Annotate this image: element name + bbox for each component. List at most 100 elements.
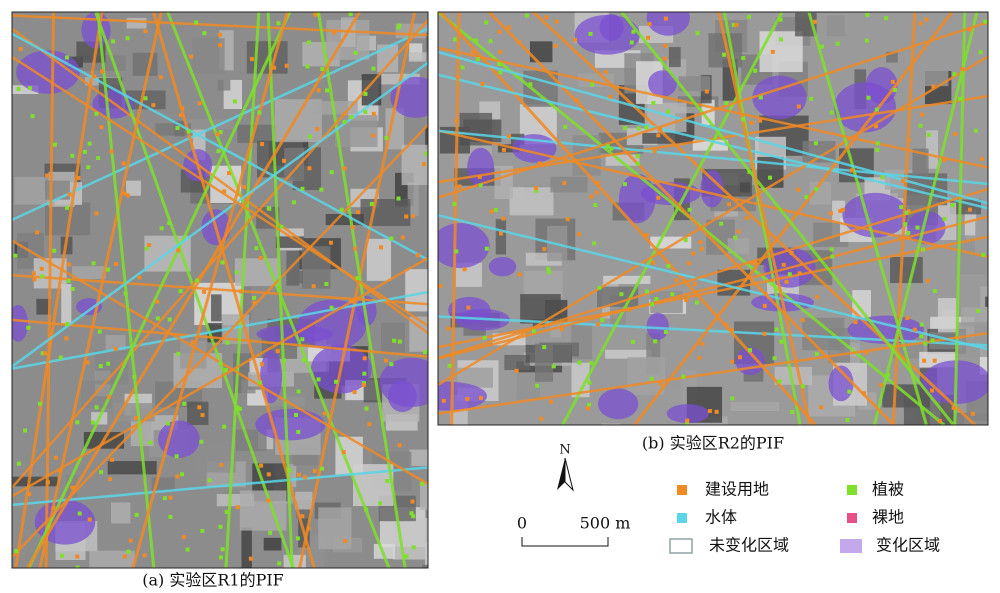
- pixel: [379, 245, 384, 250]
- pixel: [918, 123, 923, 128]
- pixel: [892, 88, 897, 93]
- pixel: [789, 251, 794, 256]
- pixel: [539, 416, 544, 421]
- pixel: [514, 368, 519, 373]
- texture: [424, 542, 428, 566]
- texture: [605, 154, 640, 166]
- pixel: [226, 171, 231, 176]
- pixel: [371, 111, 376, 116]
- pixel: [378, 501, 383, 506]
- change-area: [574, 14, 640, 55]
- pixel: [730, 396, 735, 401]
- pixel: [216, 149, 221, 154]
- legend-swatch: [677, 485, 687, 495]
- pixel: [970, 411, 975, 416]
- pixel: [813, 141, 818, 146]
- legend-label: 未变化区域: [709, 536, 789, 555]
- texture: [677, 96, 719, 107]
- pixel: [108, 477, 113, 482]
- pixel: [763, 292, 768, 297]
- texture: [774, 366, 812, 385]
- texture: [520, 294, 561, 324]
- pixel: [113, 346, 118, 351]
- texture: [263, 537, 282, 551]
- pixel: [220, 260, 225, 265]
- pixel: [663, 330, 668, 335]
- road: [27, 12, 292, 568]
- pixel: [623, 125, 628, 130]
- texture: [187, 401, 209, 425]
- pixel: [151, 103, 156, 108]
- pixel: [920, 247, 925, 252]
- texture: [495, 219, 507, 255]
- pixel: [353, 50, 358, 55]
- pixel: [455, 75, 460, 80]
- pixel: [738, 355, 743, 360]
- texture: [603, 275, 651, 284]
- pixel: [287, 468, 292, 473]
- pixel: [563, 124, 568, 129]
- legend-swatch: [847, 513, 857, 523]
- pixel: [777, 379, 782, 384]
- pixel: [222, 189, 227, 194]
- texture: [985, 296, 988, 307]
- texture: [956, 322, 988, 358]
- pixel: [342, 166, 347, 171]
- change-area: [648, 70, 677, 97]
- pixel: [452, 202, 457, 207]
- pixel: [873, 124, 878, 129]
- pixel: [535, 383, 540, 388]
- pixel: [248, 556, 253, 561]
- change-area: [158, 420, 200, 458]
- texture: [373, 543, 395, 559]
- pixel: [217, 32, 222, 37]
- pixel: [778, 17, 783, 22]
- pixel: [320, 67, 325, 72]
- pixel: [219, 463, 224, 468]
- pixel: [397, 23, 402, 28]
- pixel: [960, 66, 965, 71]
- pixel: [574, 98, 579, 103]
- pixel: [239, 289, 244, 294]
- pixel: [762, 331, 767, 336]
- pixel: [919, 334, 924, 339]
- pixel: [147, 242, 152, 247]
- texture: [678, 76, 711, 92]
- texture: [211, 294, 222, 322]
- pixel: [562, 181, 567, 186]
- pixel: [967, 207, 972, 212]
- pixel: [307, 40, 312, 45]
- pixel: [155, 299, 160, 304]
- pixel: [281, 158, 286, 163]
- pixel: [369, 201, 374, 206]
- texture: [421, 564, 428, 568]
- pixel: [260, 142, 265, 147]
- pixel: [313, 12, 318, 17]
- pixel: [501, 147, 506, 152]
- pixel: [334, 379, 339, 384]
- pixel: [342, 120, 347, 125]
- pixel: [565, 217, 570, 222]
- image-panel-b: [438, 12, 988, 425]
- pixel: [91, 261, 96, 266]
- pixel: [973, 128, 978, 133]
- texture: [627, 357, 666, 395]
- pixel: [100, 69, 105, 74]
- pixel: [506, 134, 511, 139]
- pixel: [748, 348, 753, 353]
- pixel: [762, 303, 767, 308]
- texture: [668, 47, 681, 68]
- pixel: [65, 322, 70, 327]
- pixel: [94, 211, 99, 216]
- pixel: [925, 278, 930, 283]
- texture: [886, 51, 898, 63]
- pixel: [76, 175, 81, 180]
- pixel: [498, 70, 503, 75]
- legend-label: 水体: [705, 508, 737, 527]
- pixel: [460, 65, 465, 70]
- pixel: [305, 64, 310, 69]
- pixel: [593, 203, 598, 208]
- pixel: [411, 545, 416, 550]
- road: [532, 12, 977, 425]
- pixel: [546, 266, 551, 271]
